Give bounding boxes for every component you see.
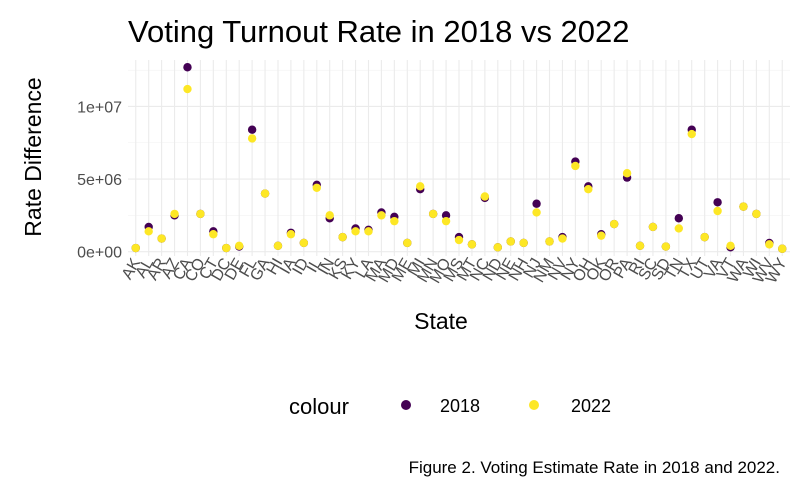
point-2022-DE (234, 241, 244, 251)
x-tick-label: RI (626, 256, 649, 278)
point-2022-WA (739, 202, 748, 211)
point-2022-CT (209, 230, 218, 239)
point-2022-TN (674, 224, 684, 233)
chart-title: Voting Turnout Rate in 2018 vs 2022 (128, 14, 630, 49)
point-2022-DC (222, 243, 231, 253)
y-tick-label: 0e+00 (77, 245, 122, 262)
y-tick-label: 1e+07 (77, 99, 122, 116)
figure-caption: Figure 2. Voting Estimate Rate in 2018 a… (409, 458, 780, 477)
point-2022-IA (286, 230, 296, 239)
legend-title: colour (289, 394, 349, 419)
point-2022-MT (467, 240, 477, 249)
data-points (131, 63, 787, 253)
point-2022-ME (403, 238, 412, 248)
point-2022-WI (752, 209, 761, 219)
point-2022-MI (416, 182, 425, 191)
x-axis-title: State (414, 308, 468, 334)
point-2022-LA (364, 227, 373, 236)
x-tick-label: IN (315, 256, 338, 278)
point-2022-KS (338, 232, 347, 242)
point-2018-VA (713, 198, 722, 207)
grid (128, 60, 790, 256)
point-2022-NJ (532, 208, 541, 217)
point-2022-ND (493, 243, 502, 252)
point-2018-FL (247, 125, 257, 134)
point-2022-FL (247, 134, 257, 143)
x-tick-labels: AKALARAZCACOCTDCDEFLGAHIIAIDILINKSKYLAMA… (119, 255, 791, 286)
y-tick-label: 5e+06 (77, 172, 122, 189)
point-2022-AZ (170, 209, 179, 219)
point-2022-PA (622, 169, 632, 178)
point-2022-CO (196, 209, 205, 219)
point-2018-CA (183, 63, 192, 72)
point-2022-NM (545, 237, 554, 246)
point-2022-GA (260, 189, 270, 198)
legend-marker-2018 (401, 400, 411, 410)
y-tick-labels: 0e+00 5e+06 1e+07 (77, 99, 122, 261)
point-2022-ID (299, 238, 309, 248)
legend-marker-2022 (529, 400, 539, 410)
point-2022-TX (687, 129, 696, 139)
point-2022-KY (351, 227, 360, 236)
point-2022-IN (325, 211, 334, 220)
x-tick-label: HI (264, 256, 287, 278)
point-2018-NJ (532, 199, 541, 208)
point-2022-IL (312, 183, 321, 192)
point-2022-SC (648, 222, 658, 232)
point-2022-WV (765, 240, 774, 249)
point-2022-VA (713, 206, 722, 216)
point-2022-MO (441, 216, 451, 226)
point-2022-HI (273, 241, 283, 251)
x-tick-label: MI (405, 256, 429, 280)
point-2022-AK (131, 243, 140, 253)
point-2022-OK (597, 231, 606, 240)
point-2022-MS (454, 235, 464, 245)
point-2022-SD (661, 242, 671, 251)
point-2022-OH (584, 185, 593, 194)
point-2022-MA (377, 211, 386, 220)
point-2022-AR (157, 234, 166, 243)
x-tick-label: ID (290, 256, 313, 278)
legend-label-2022: 2022 (571, 396, 611, 416)
point-2022-MN (428, 209, 438, 219)
point-2018-TN (674, 214, 684, 223)
point-2022-VT (726, 241, 735, 251)
legend-label-2018: 2018 (440, 396, 480, 416)
point-2022-WY (778, 244, 787, 253)
point-2022-NE (506, 237, 515, 246)
point-2022-MD (390, 216, 399, 226)
point-2022-NY (571, 161, 580, 171)
point-2022-OR (609, 219, 619, 229)
point-2022-NC (480, 192, 490, 201)
point-2018-MO (441, 211, 451, 220)
y-axis-title: Rate Difference (20, 77, 46, 236)
point-2022-NV (558, 234, 567, 243)
point-2022-NH (519, 238, 528, 248)
point-2022-AL (144, 227, 153, 236)
point-2022-RI (635, 241, 645, 251)
legend: colour 2018 2022 (289, 394, 611, 419)
point-2022-CA (183, 84, 192, 94)
point-2022-UT (700, 232, 709, 242)
